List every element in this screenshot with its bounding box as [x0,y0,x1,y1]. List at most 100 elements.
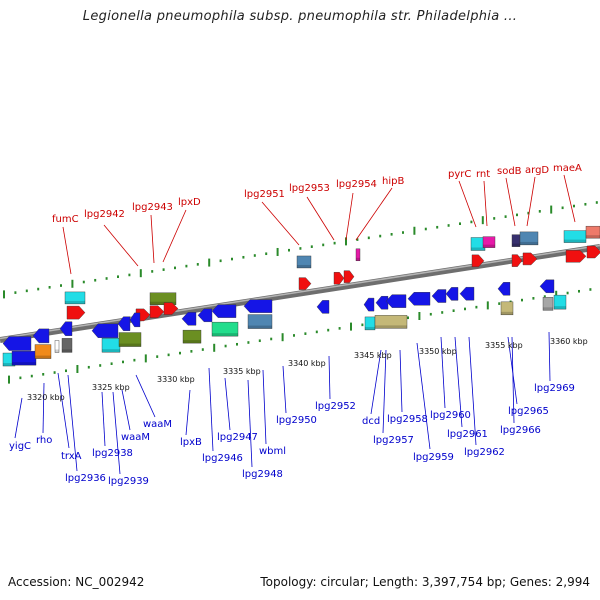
gene-arrow [211,304,237,318]
gene-block [149,292,177,305]
gene-label: wbml [259,446,286,457]
gene-block [118,332,142,347]
gene-label: trxA [61,451,82,462]
gene-block-shade [356,257,360,261]
gene-block [34,344,52,359]
gene-block [519,231,539,246]
leader-line [14,397,23,439]
gene-label: lpg2966 [500,425,541,436]
gene-label: lpg2950 [276,415,317,426]
gene-block [64,291,86,305]
leader-line [162,209,187,263]
gene-block-shade [119,343,141,347]
leader-line [261,201,300,246]
gene-label: yigC [9,441,31,452]
leader-line [416,342,431,450]
gene-block-shade [297,264,311,268]
gene-label: maeA [553,163,582,174]
gene-block-shade [365,326,375,330]
gene-block [296,255,312,269]
gene-block-shade [65,300,85,304]
gene-arrow [298,277,312,290]
gene-label: lpg2961 [447,429,488,440]
leader-line [306,196,335,241]
gene-block [500,301,514,316]
gene-block-shade [520,241,538,245]
gene-arrow [459,287,475,301]
gene-block [355,248,361,262]
gene-label: lpg2954 [336,179,377,190]
gene-label: argD [525,165,549,176]
gene-arrow [163,302,179,315]
kbp-label: 3355 kbp [485,341,523,350]
leader-line [454,336,463,428]
leader-line [247,379,253,468]
kbp-label: 3350 kbp [419,347,457,356]
map-title: Legionella pneumophila subsp. pneumophil… [82,9,518,24]
scale-label-layer: 3320 kbp 3325 kbp 3330 kbp 3335 kbp 3340 kbp… [27,337,588,402]
gene-block-shade [102,349,120,353]
gene-block-shade [150,301,176,305]
leader-line [328,355,331,400]
kbp-label: 3325 kbp [92,383,130,392]
gene-label: lpg2942 [84,209,125,220]
gene-label: lpg2969 [534,383,575,394]
gene-block [54,340,60,353]
gene-block-shade [62,349,72,353]
gene-arrow [511,254,523,267]
gene-arrow [197,308,213,323]
gene-arrow [445,287,459,301]
gene-label: lpg2960 [430,410,471,421]
leader-line [483,180,488,227]
gene-arrow [385,294,407,308]
gene-block-shade [483,244,495,248]
gene-block-shade [471,247,485,251]
gene-arrow [375,296,389,310]
gene-arrow [586,245,600,259]
leader-line [150,214,155,264]
gene-block-shade [564,239,586,243]
gene-block-shade [35,355,51,359]
leader-line [548,331,551,382]
leader-line [282,365,287,414]
gene-arrow [129,312,141,328]
leader-line [42,382,45,434]
leader-line [563,174,576,223]
leader-line [262,369,267,445]
gene-block-shade [375,325,407,329]
leader-line [355,187,393,241]
leader-line [468,336,477,446]
gene-arrow [316,300,330,314]
gene-label: waaM [143,419,172,430]
gene-arrow [497,282,511,296]
gene-label: dcd [362,416,380,427]
gene-arrow [149,305,165,318]
kbp-label: 3345 kbp [354,351,392,360]
gene-block-shade [543,307,553,311]
gene-block [374,315,408,329]
leader-line-layer [14,174,576,475]
gene-block-shade [248,325,272,329]
leader-line [505,177,516,227]
gene-arrow [431,289,447,303]
gene-label: lpg2953 [289,183,330,194]
gene-arrow [66,305,86,320]
gene-label: lpg2948 [242,469,283,480]
gene-arrow [363,297,375,312]
gene-label: rnt [476,169,490,180]
gene-arrow [343,270,355,283]
gene-label: rho [36,435,52,446]
gene-label: lpg2951 [244,189,285,200]
leader-line [62,226,72,275]
gene-arrow [407,292,431,306]
gene-block [542,297,554,311]
gene-label: hipB [382,176,404,187]
leader-line [224,377,231,431]
backbone-highlight [0,244,600,340]
gene-block-shade [55,349,59,353]
kbp-label: 3340 kbp [288,359,326,368]
gene-block-shade [12,362,36,366]
kbp-label: 3330 kbp [157,375,195,384]
gene-label: lpg2962 [464,447,505,458]
